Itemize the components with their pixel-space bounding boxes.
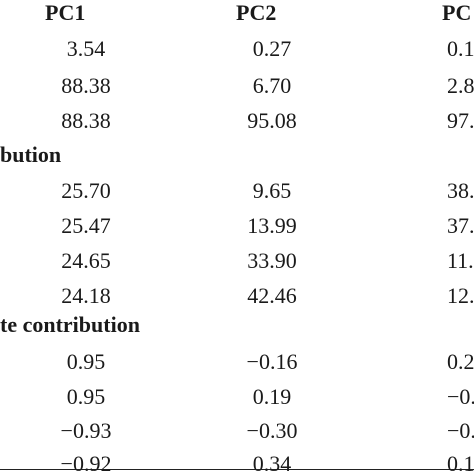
table-row: 88.38 6.70 2.8 xyxy=(0,74,474,104)
table-cell: 11. xyxy=(447,248,474,273)
table-cell: 3.54 xyxy=(66,36,106,61)
table-row: 24.18 42.46 12. xyxy=(0,284,474,314)
table-cell: −0. xyxy=(447,384,474,409)
table-row: 24.65 33.90 11. xyxy=(0,249,474,279)
table-cell: 42.46 xyxy=(247,283,297,308)
table-row: 25.47 13.99 37. xyxy=(0,214,474,244)
header-row: PC1 PC2 PC xyxy=(0,0,474,32)
table-row: 25.70 9.65 38. xyxy=(0,179,474,209)
table-cell: 88.38 xyxy=(61,108,111,133)
bottom-rule xyxy=(0,469,474,470)
table-row: −0.92 0.34 0.1 xyxy=(0,452,474,474)
column-header-pc3: PC xyxy=(442,0,472,25)
table-cell: 24.18 xyxy=(61,283,111,308)
table-cell: 13.99 xyxy=(247,213,297,238)
column-header-pc1: PC1 xyxy=(45,0,86,25)
table-cell: 37. xyxy=(447,213,474,238)
column-header-pc2: PC2 xyxy=(236,0,277,25)
table-cell: 38. xyxy=(447,178,474,203)
section-label-te-contribution: te contribution xyxy=(0,312,140,337)
table-cell: 95.08 xyxy=(247,108,297,133)
table-cell: 12. xyxy=(447,283,474,308)
table-cell: 0.95 xyxy=(66,349,106,374)
table-cell: 2.8 xyxy=(447,73,474,98)
table-cell: −0. xyxy=(447,418,474,443)
table-row: 0.95 −0.16 0.2 xyxy=(0,350,474,380)
table-cell: 24.65 xyxy=(61,248,111,273)
table-cell: −0.93 xyxy=(60,418,112,443)
table-cell: 0.34 xyxy=(252,451,292,474)
table-cell: 25.47 xyxy=(61,213,111,238)
table-cell: 25.70 xyxy=(61,178,111,203)
section-label-contribution: bution xyxy=(0,142,62,167)
table-row: 3.54 0.27 0.1 xyxy=(0,37,474,67)
table-row: −0.93 −0.30 −0. xyxy=(0,419,474,449)
table-cell: −0.92 xyxy=(60,451,112,474)
table-row: 88.38 95.08 97. xyxy=(0,109,474,139)
table-row: 0.95 0.19 −0. xyxy=(0,385,474,415)
table-cell: −0.16 xyxy=(246,349,298,374)
table-cell: 33.90 xyxy=(247,248,297,273)
table-cell: 9.65 xyxy=(252,178,292,203)
table-cell: −0.30 xyxy=(246,418,298,443)
table-cell: 0.95 xyxy=(66,384,106,409)
table-cell: 97. xyxy=(447,108,474,133)
table-cell: 88.38 xyxy=(61,73,111,98)
table-cell: 0.2 xyxy=(447,349,474,374)
table-cell: 0.1 xyxy=(447,451,474,474)
table-cell: 0.1 xyxy=(447,36,474,61)
table-cell: 0.27 xyxy=(252,36,292,61)
table-cell: 6.70 xyxy=(252,73,292,98)
table-cell: 0.19 xyxy=(252,384,292,409)
